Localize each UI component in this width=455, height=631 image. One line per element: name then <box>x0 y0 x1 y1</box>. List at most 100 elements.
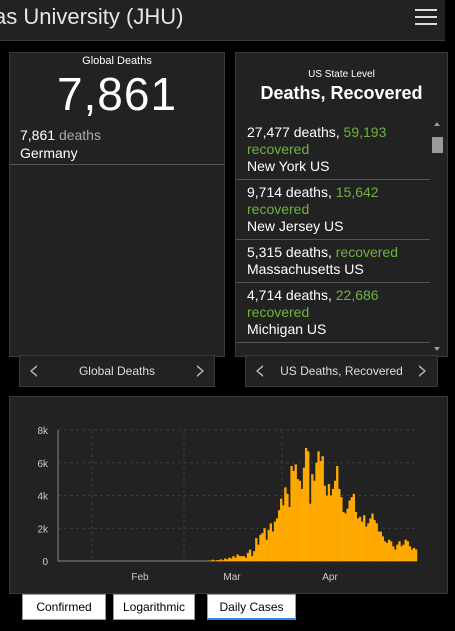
bar[interactable] <box>250 556 254 561</box>
bar[interactable] <box>358 516 362 561</box>
previous-arrow-icon[interactable] <box>30 365 37 377</box>
bar[interactable] <box>390 541 393 561</box>
bar[interactable] <box>354 511 358 562</box>
bar[interactable] <box>300 488 304 561</box>
bar[interactable] <box>290 466 293 561</box>
bar[interactable] <box>327 484 331 561</box>
bar[interactable] <box>340 497 343 561</box>
bar[interactable] <box>280 498 283 561</box>
tab-logarithmic[interactable]: Logarithmic <box>113 594 195 620</box>
list-item[interactable]: 5,315 deaths, recovered Massachusetts US <box>236 240 430 283</box>
bar[interactable] <box>238 556 241 561</box>
bar[interactable] <box>232 556 235 561</box>
bar[interactable] <box>323 485 326 561</box>
bar[interactable] <box>219 559 223 561</box>
bar[interactable] <box>325 495 329 562</box>
tab-daily-cases[interactable]: Daily Cases <box>207 594 296 620</box>
bar[interactable] <box>365 526 368 561</box>
bar[interactable] <box>367 523 370 561</box>
bar[interactable] <box>333 480 337 561</box>
bar[interactable] <box>363 515 366 561</box>
bar[interactable] <box>406 541 409 561</box>
scroll-down-icon[interactable] <box>434 347 440 351</box>
bar[interactable] <box>394 549 397 561</box>
bar[interactable] <box>236 554 239 561</box>
list-item[interactable]: 9,714 deaths, 15,642 recovered New Jerse… <box>236 180 430 240</box>
bar[interactable] <box>377 531 380 561</box>
bar[interactable] <box>350 497 353 561</box>
bar[interactable] <box>267 529 270 561</box>
bar[interactable] <box>383 541 387 561</box>
bar[interactable] <box>375 523 378 561</box>
bar[interactable] <box>286 493 289 561</box>
bar[interactable] <box>215 560 219 561</box>
bar[interactable] <box>246 552 250 561</box>
bar[interactable] <box>342 511 345 562</box>
bar[interactable] <box>329 495 333 562</box>
bar[interactable] <box>263 528 266 561</box>
bar[interactable] <box>408 546 412 561</box>
bar[interactable] <box>412 547 416 561</box>
bar[interactable] <box>371 513 374 561</box>
bar[interactable] <box>356 518 360 561</box>
bar[interactable] <box>255 538 258 561</box>
bar[interactable] <box>307 451 310 561</box>
tab-confirmed[interactable]: Confirmed <box>22 594 106 620</box>
bar[interactable] <box>309 503 312 561</box>
bar[interactable] <box>379 531 382 561</box>
bar[interactable] <box>344 513 347 561</box>
bar[interactable] <box>271 531 275 561</box>
bar[interactable] <box>226 559 229 561</box>
bar[interactable] <box>315 462 318 561</box>
scrollbar-thumb[interactable] <box>432 137 443 153</box>
bar[interactable] <box>414 549 418 561</box>
bar[interactable] <box>284 487 287 561</box>
bar[interactable] <box>253 551 256 561</box>
bar[interactable] <box>292 470 295 561</box>
bar[interactable] <box>346 508 349 561</box>
bar[interactable] <box>259 534 262 561</box>
bar[interactable] <box>261 533 264 561</box>
bar[interactable] <box>385 542 389 561</box>
bar[interactable] <box>217 560 221 561</box>
bar[interactable] <box>404 539 407 561</box>
list-item[interactable]: 7,861 deaths Germany <box>20 126 101 162</box>
list-scrollbar[interactable] <box>430 120 445 354</box>
bar[interactable] <box>410 549 414 561</box>
bar[interactable] <box>381 536 385 561</box>
bar[interactable] <box>387 539 391 561</box>
previous-arrow-icon[interactable] <box>256 365 263 377</box>
bar[interactable] <box>360 521 364 561</box>
bar[interactable] <box>248 549 252 561</box>
bar[interactable] <box>336 466 339 561</box>
bar[interactable] <box>265 539 268 561</box>
bar[interactable] <box>244 557 248 561</box>
list-item[interactable]: 27,477 deaths, 59,193 recovered New York… <box>236 120 430 180</box>
bar[interactable] <box>242 556 246 561</box>
bar[interactable] <box>275 518 279 561</box>
next-arrow-icon[interactable] <box>419 365 426 377</box>
bar[interactable] <box>211 559 214 561</box>
bar[interactable] <box>321 456 324 561</box>
bar[interactable] <box>352 493 355 561</box>
bar[interactable] <box>230 558 233 561</box>
bar[interactable] <box>311 474 314 561</box>
bar[interactable] <box>331 488 335 561</box>
bar[interactable] <box>373 520 376 561</box>
bar[interactable] <box>298 480 302 561</box>
bar[interactable] <box>234 557 237 561</box>
bar[interactable] <box>369 518 372 561</box>
list-item[interactable]: 4,714 deaths, 22,686 recovered Michigan … <box>236 283 430 343</box>
bar[interactable] <box>269 523 272 561</box>
bar[interactable] <box>282 505 285 561</box>
bar[interactable] <box>294 464 297 561</box>
bar[interactable] <box>338 488 341 561</box>
hamburger-menu-icon[interactable] <box>415 9 437 29</box>
bar[interactable] <box>257 544 260 562</box>
scroll-up-icon[interactable] <box>434 122 440 126</box>
bar[interactable] <box>224 558 227 561</box>
bar[interactable] <box>277 510 281 561</box>
bar[interactable] <box>288 506 291 561</box>
bar[interactable] <box>317 451 320 561</box>
next-arrow-icon[interactable] <box>197 365 204 377</box>
